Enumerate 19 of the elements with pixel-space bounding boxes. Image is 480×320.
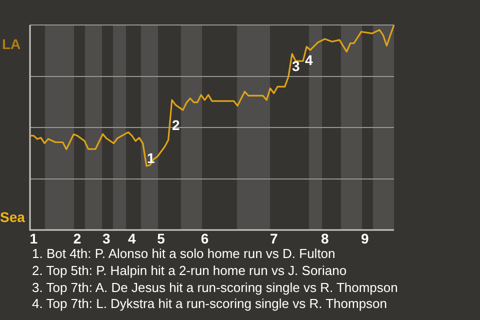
text: 2. Top 5th: P. Halpin hit a 2-run home run vs J. Soriano bbox=[32, 262, 348, 280]
text: 1. Bot 4th: P. Alonso hit a solo home run vs D. Fulton bbox=[32, 246, 336, 263]
text: 4. Top 7th: L. Dykstra hit a run-scoring single vs R. Thompson bbox=[32, 296, 388, 314]
x-tick-label: 9 bbox=[360, 230, 369, 246]
x-tick-label: 3 bbox=[102, 230, 111, 246]
x-tick-label: 2 bbox=[73, 230, 82, 246]
annotation: 3 bbox=[292, 58, 300, 74]
x-tick-label: 8 bbox=[320, 230, 329, 246]
x-tick-label: 7 bbox=[270, 230, 278, 246]
x-tick-label: 4 bbox=[128, 230, 136, 246]
text: 3. Top 7th: A. De Jesus hit a run-scoring single vs R. Thompson bbox=[32, 280, 398, 296]
x-tick-label: 5 bbox=[157, 230, 166, 246]
text: Sea bbox=[0, 209, 25, 225]
annotation: 1 bbox=[147, 150, 155, 166]
annotation: 2 bbox=[172, 117, 180, 133]
x-tick-label: 6 bbox=[200, 230, 209, 246]
text: LA bbox=[2, 36, 21, 52]
annotation: 4 bbox=[305, 52, 313, 68]
x-tick-label: 1 bbox=[30, 230, 38, 246]
